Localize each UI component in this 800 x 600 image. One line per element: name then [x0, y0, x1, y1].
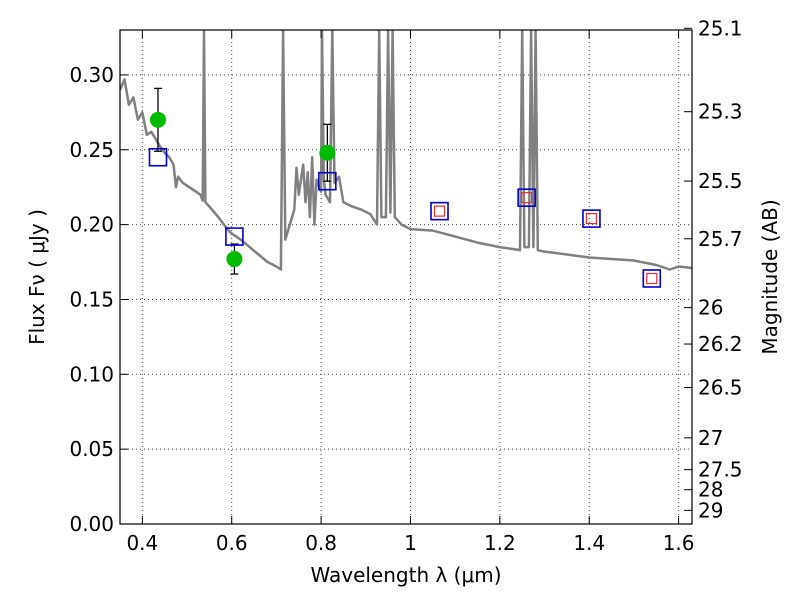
y-tick-label: 0.20 [69, 213, 114, 237]
model-photometry-square [318, 171, 337, 191]
y2-tick-label: 28 [698, 478, 723, 502]
y-tick-label: 0.15 [69, 287, 114, 311]
y2-tick-label: 27.5 [698, 458, 743, 482]
upper-limit-square [433, 205, 446, 217]
marker-layer [148, 87, 662, 288]
x-tick-label: 1.4 [573, 531, 605, 555]
y-axis-label: Flux Fν ( μJy ) [25, 209, 49, 345]
x-tick-label: 0.6 [216, 531, 248, 555]
observed-point [226, 251, 243, 268]
axes: 0.4 0.6 0.8 1 1.2 1.4 1.6 0.00 0.05 0.10 0.15 0.20 0… [69, 16, 742, 555]
model-photometry-square [148, 147, 168, 167]
y2-tick-label: 25.5 [698, 169, 743, 193]
y-tick-label: 0.05 [69, 437, 114, 461]
model-photometry-square [642, 269, 662, 288]
y-tick-label: 0.00 [69, 512, 114, 536]
x-tick-label: 0.8 [305, 531, 337, 555]
y2-tick-label: 25.1 [698, 16, 743, 40]
y2-tick-label: 27 [698, 426, 723, 450]
model-spectrum-line [120, 30, 692, 271]
y-tick-label: 0.25 [69, 138, 114, 162]
y2-tick-label: 26.2 [698, 332, 743, 356]
observed-point [149, 111, 166, 128]
x-tick-label: 1.2 [484, 531, 516, 555]
y-tick-label: 0.10 [69, 362, 114, 386]
y2-tick-label: 26 [698, 296, 723, 320]
y-tick-label: 0.30 [69, 63, 114, 87]
x-tick-label: 1 [404, 531, 417, 555]
upper-limit-square [585, 213, 598, 225]
model-photometry-square [430, 201, 449, 221]
model-photometry-square [517, 188, 536, 207]
plot-frame [119, 29, 693, 525]
y2-tick-label: 29 [698, 498, 723, 522]
x-tick-label: 0.4 [126, 531, 158, 555]
model-photometry-square [582, 209, 601, 228]
observed-point [319, 144, 336, 161]
y2-tick-label: 25.3 [698, 100, 743, 124]
y2-tick-label: 25.7 [698, 227, 743, 251]
upper-limit-square [521, 192, 533, 204]
y2-tick-label: 26.5 [698, 375, 743, 399]
x-axis-label: Wavelength λ (μm) [310, 563, 501, 587]
y2-axis-label: Magnitude (AB) [758, 199, 782, 354]
model-photometry-square [225, 227, 244, 246]
data-layer [120, 30, 692, 271]
x-tick-label: 1.6 [663, 531, 695, 555]
upper-limit-square [646, 272, 658, 285]
